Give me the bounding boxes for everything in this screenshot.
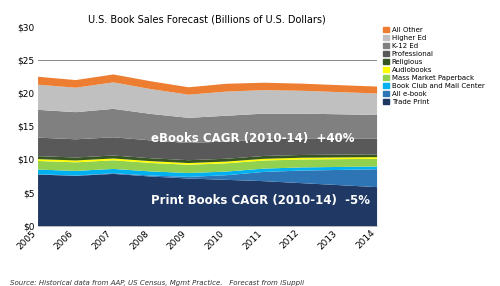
Legend: All Other, Higher Ed, K-12 Ed, Professional, Religious, Audiobooks, Mass Market : All Other, Higher Ed, K-12 Ed, Professio… <box>384 27 484 105</box>
Text: eBooks CAGR (2010-14)  +40%: eBooks CAGR (2010-14) +40% <box>150 132 354 145</box>
Text: Source: Historical data from AAP, US Census, Mgmt Practice.   Forecast from iSup: Source: Historical data from AAP, US Cen… <box>10 279 304 285</box>
Text: Industry CAGR (2010-14)  -3%: Industry CAGR (2010-14) -3% <box>150 42 348 55</box>
Text: Print Books CAGR (2010-14)  -5%: Print Books CAGR (2010-14) -5% <box>150 194 370 207</box>
Title: U.S. Book Sales Forecast (Billions of U.S. Dollars): U.S. Book Sales Forecast (Billions of U.… <box>88 15 326 25</box>
